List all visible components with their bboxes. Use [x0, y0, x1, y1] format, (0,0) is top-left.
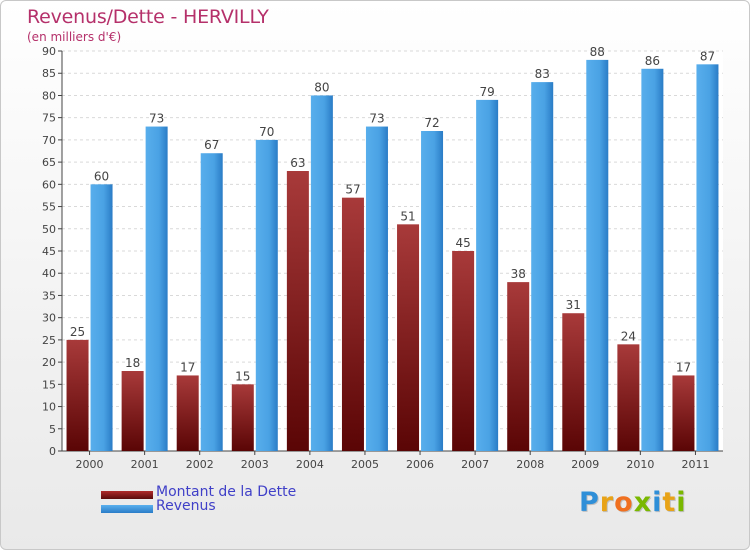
- y-tick-label: 10: [42, 401, 56, 414]
- bar-revenus: [696, 64, 719, 452]
- y-tick-label: 70: [42, 134, 56, 147]
- data-label-revenus: 70: [259, 125, 274, 139]
- bar-revenus: [421, 131, 444, 451]
- bar-revenus: [641, 68, 664, 452]
- bar-revenus: [531, 82, 554, 451]
- data-label-dette: 31: [566, 298, 581, 312]
- bar-revenus: [200, 153, 223, 451]
- bar-revenus: [586, 59, 609, 452]
- y-tick-label: 20: [42, 356, 56, 369]
- y-tick-label: 30: [42, 312, 56, 325]
- x-tick-label: 2010: [626, 458, 654, 471]
- bar-revenus: [255, 139, 278, 451]
- data-label-dette: 57: [345, 183, 360, 197]
- x-tick-label: 2009: [571, 458, 599, 471]
- y-tick-label: 50: [42, 223, 56, 236]
- data-label-dette: 24: [621, 329, 636, 343]
- y-tick-label: 65: [42, 156, 56, 169]
- data-label-dette: 25: [70, 325, 85, 339]
- bar-dette: [617, 344, 640, 451]
- data-label-dette: 17: [180, 360, 195, 374]
- data-label-revenus: 73: [369, 112, 384, 126]
- bar-dette: [286, 171, 309, 451]
- y-tick-label: 55: [42, 201, 56, 214]
- x-tick-label: 2001: [131, 458, 159, 471]
- bar-revenus: [310, 95, 333, 451]
- bar-dette: [121, 371, 144, 451]
- y-tick-label: 15: [42, 378, 56, 391]
- data-label-revenus: 73: [149, 112, 164, 126]
- chart-subtitle: (en milliers d'€): [27, 30, 122, 44]
- legend-label-dette: Montant de la Dette: [156, 484, 297, 500]
- bar-dette: [231, 384, 254, 451]
- data-label-dette: 51: [400, 209, 415, 223]
- legend-label-revenus: Revenus: [156, 498, 216, 514]
- data-label-revenus: 60: [94, 169, 109, 183]
- bar-dette: [341, 197, 364, 451]
- data-label-revenus: 79: [479, 85, 494, 99]
- y-tick-label: 45: [42, 245, 56, 258]
- bar-revenus: [476, 99, 499, 451]
- bar-revenus: [365, 126, 388, 452]
- data-label-revenus: 87: [700, 49, 715, 63]
- data-label-revenus: 80: [314, 80, 329, 94]
- x-tick-label: 2003: [241, 458, 269, 471]
- y-tick-label: 40: [42, 267, 56, 280]
- y-tick-label: 60: [42, 178, 56, 191]
- bar-dette: [562, 313, 585, 451]
- bar-dette: [672, 375, 695, 451]
- x-tick-label: 2007: [461, 458, 489, 471]
- y-tick-label: 35: [42, 289, 56, 302]
- data-label-revenus: 83: [535, 67, 550, 81]
- y-tick-label: 90: [42, 45, 56, 58]
- bar-dette: [507, 282, 530, 451]
- y-tick-label: 75: [42, 112, 56, 125]
- y-tick-label: 85: [42, 67, 56, 80]
- x-tick-label: 2002: [186, 458, 214, 471]
- bar-dette: [452, 251, 475, 451]
- x-tick-label: 2008: [516, 458, 544, 471]
- data-label-revenus: 72: [424, 116, 439, 130]
- data-label-dette: 63: [290, 156, 305, 170]
- data-label-dette: 18: [125, 356, 140, 370]
- bar-dette: [66, 339, 89, 451]
- data-label-revenus: 86: [645, 54, 660, 68]
- data-label-dette: 17: [676, 360, 691, 374]
- y-tick-label: 25: [42, 334, 56, 347]
- legend-swatch-revenus: [101, 505, 153, 513]
- y-tick-label: 5: [49, 423, 56, 436]
- chart-title: Revenus/Dette - HERVILLY: [27, 6, 269, 28]
- x-tick-label: 2005: [351, 458, 379, 471]
- data-label-dette: 38: [511, 267, 526, 281]
- bar-dette: [176, 375, 199, 451]
- x-tick-label: 2006: [406, 458, 434, 471]
- legend-swatch-dette: [101, 491, 153, 499]
- x-tick-label: 2000: [76, 458, 104, 471]
- x-tick-label: 2011: [681, 458, 709, 471]
- data-label-dette: 45: [455, 236, 470, 250]
- data-label-revenus: 67: [204, 138, 219, 152]
- bar-revenus: [90, 184, 113, 452]
- bar-revenus: [145, 126, 168, 452]
- data-label-revenus: 88: [590, 45, 605, 59]
- y-tick-label: 80: [42, 89, 56, 102]
- proxiti-logo: Proxiti: [579, 487, 687, 518]
- x-tick-label: 2004: [296, 458, 324, 471]
- bar-dette: [397, 224, 420, 451]
- y-tick-label: 0: [49, 445, 56, 458]
- data-label-dette: 15: [235, 369, 250, 383]
